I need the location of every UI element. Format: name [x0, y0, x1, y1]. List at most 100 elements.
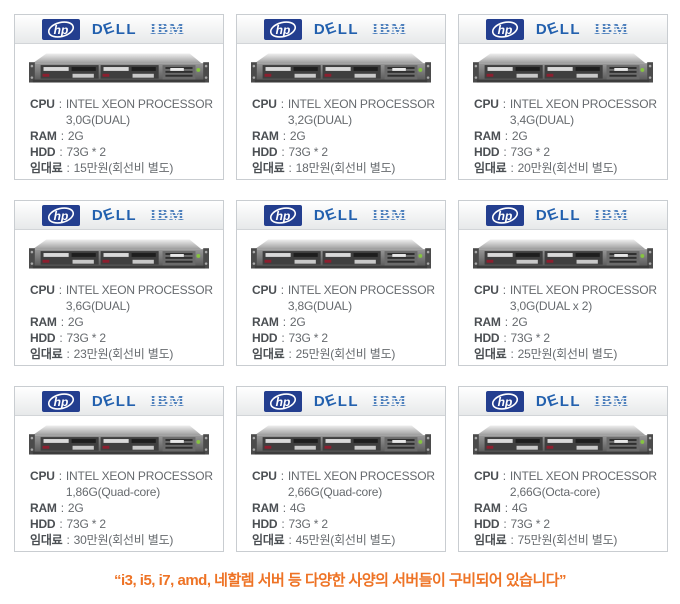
dell-letter: D — [535, 20, 549, 38]
rent-label: 임대료 — [30, 533, 63, 547]
separator: : — [58, 283, 62, 297]
rent-label: 임대료 — [474, 347, 507, 361]
ram-value: 4G — [511, 501, 528, 515]
separator: : — [502, 283, 506, 297]
separator: : — [503, 517, 507, 531]
ibm-logo-text: IBM — [372, 393, 407, 409]
brand-bar: hp DELL IBM — [237, 15, 445, 44]
cpu-value-line1: INTEL XEON PROCESSOR — [65, 469, 213, 483]
separator: : — [59, 145, 63, 159]
hdd-label: HDD — [252, 517, 278, 531]
ram-label: RAM — [252, 501, 279, 515]
server-card: hp DELL IBM CPU : INTEL XEON PROCESSOR — [236, 200, 446, 366]
ram-value: 4G — [289, 501, 306, 515]
server-image — [15, 236, 223, 272]
cpu-label: CPU — [30, 97, 55, 111]
dell-letter: L — [348, 206, 360, 224]
spec-hdd: HDD : 73G * 2 — [474, 516, 663, 532]
ibm-logo-text: IBM — [594, 207, 629, 223]
spec-rent: 임대료 : 45만원(회선비 별도) — [252, 532, 441, 548]
server-card: hp DELL IBM CPU : INTEL XEON PROCESSOR — [14, 14, 224, 180]
ram-value: 2G — [511, 315, 528, 329]
server-image — [15, 50, 223, 86]
dell-letter: L — [115, 206, 127, 224]
ram-label: RAM — [252, 129, 279, 143]
hdd-label: HDD — [30, 145, 56, 159]
cpu-value: INTEL XEON PROCESSOR 3,0G(DUAL) — [66, 96, 213, 128]
hp-logo-icon: hp — [486, 18, 524, 40]
card-body: CPU : INTEL XEON PROCESSOR 2,66G(Octa-co… — [459, 416, 667, 548]
brand-bar: hp DELL IBM — [459, 201, 667, 230]
cpu-value-line1: INTEL XEON PROCESSOR — [287, 469, 435, 483]
dell-letter: D — [535, 206, 549, 224]
card-body: CPU : INTEL XEON PROCESSOR 1,86G(Quad-co… — [15, 416, 223, 548]
server-card: hp DELL IBM CPU : INTEL XEON PROCESSOR — [458, 14, 668, 180]
dell-letter: L — [115, 392, 127, 410]
spec-ram: RAM : 2G — [30, 128, 219, 144]
cpu-value-line2: 3,2G(DUAL) — [287, 113, 352, 127]
cpu-value-line2: 2,66G(Octa-core) — [509, 485, 601, 499]
separator: : — [288, 533, 292, 547]
separator: : — [280, 97, 284, 111]
cpu-label: CPU — [252, 469, 277, 483]
cpu-value: INTEL XEON PROCESSOR 2,66G(Octa-core) — [510, 468, 657, 500]
cpu-value-line1: INTEL XEON PROCESSOR — [509, 283, 657, 297]
spec-cpu: CPU : INTEL XEON PROCESSOR 2,66G(Octa-co… — [474, 468, 663, 500]
dell-letter: L — [337, 392, 349, 410]
spec-rent: 임대료 : 25만원(회선비 별도) — [474, 346, 663, 362]
hp-logo-text: hp — [54, 209, 69, 223]
separator: : — [281, 145, 285, 159]
spec-cpu: CPU : INTEL XEON PROCESSOR 3,0G(DUAL) — [30, 96, 219, 128]
ibm-logo-icon: IBM — [371, 21, 415, 37]
separator: : — [59, 517, 63, 531]
hdd-label: HDD — [30, 517, 56, 531]
separator: : — [280, 469, 284, 483]
hdd-value: 73G * 2 — [66, 145, 106, 159]
cpu-value-line1: INTEL XEON PROCESSOR — [65, 97, 213, 111]
brand-bar: hp DELL IBM — [237, 387, 445, 416]
dell-letter: D — [313, 20, 327, 38]
separator: : — [60, 315, 64, 329]
dell-letter: L — [337, 206, 349, 224]
cpu-value: INTEL XEON PROCESSOR 3,4G(DUAL) — [510, 96, 657, 128]
dell-letter: L — [337, 20, 349, 38]
dell-letter: L — [570, 20, 582, 38]
ibm-logo-text: IBM — [372, 207, 407, 223]
rent-value: 25만원(회선비 별도) — [295, 347, 396, 361]
dell-letter: D — [91, 20, 105, 38]
spec-cpu: CPU : INTEL XEON PROCESSOR 3,8G(DUAL) — [252, 282, 441, 314]
server-image — [459, 422, 667, 458]
ibm-logo-icon: IBM — [149, 207, 193, 223]
ram-label: RAM — [30, 315, 57, 329]
dell-logo-icon: DELL — [91, 204, 137, 224]
hdd-value: 73G * 2 — [510, 517, 550, 531]
cpu-value-line1: INTEL XEON PROCESSOR — [509, 97, 657, 111]
rent-value: 45만원(회선비 별도) — [295, 533, 396, 547]
card-body: CPU : INTEL XEON PROCESSOR 3,2G(DUAL) RA… — [237, 44, 445, 176]
hp-logo-text: hp — [54, 23, 69, 37]
hdd-value: 73G * 2 — [288, 517, 328, 531]
cpu-value: INTEL XEON PROCESSOR 1,86G(Quad-core) — [66, 468, 213, 500]
hdd-label: HDD — [474, 145, 500, 159]
separator: : — [282, 315, 286, 329]
cpu-value: INTEL XEON PROCESSOR 3,8G(DUAL) — [288, 282, 435, 314]
hp-logo-icon: hp — [42, 204, 80, 226]
separator: : — [282, 501, 286, 515]
hdd-value: 73G * 2 — [66, 517, 106, 531]
card-body: CPU : INTEL XEON PROCESSOR 3,0G(DUAL x 2… — [459, 230, 667, 362]
dell-letter: D — [91, 206, 105, 224]
rent-label: 임대료 — [474, 161, 507, 175]
separator: : — [281, 331, 285, 345]
brand-bar: hp DELL IBM — [237, 201, 445, 230]
brand-bar: hp DELL IBM — [15, 15, 223, 44]
hdd-value: 73G * 2 — [510, 145, 550, 159]
server-image — [237, 236, 445, 272]
spec-ram: RAM : 2G — [252, 314, 441, 330]
server-card: hp DELL IBM CPU : INTEL XEON PROCESSOR — [236, 14, 446, 180]
spec-list: CPU : INTEL XEON PROCESSOR 3,4G(DUAL) RA… — [474, 96, 663, 176]
card-body: CPU : INTEL XEON PROCESSOR 3,4G(DUAL) RA… — [459, 44, 667, 176]
cpu-value-line2: 3,0G(DUAL x 2) — [509, 299, 593, 313]
card-body: CPU : INTEL XEON PROCESSOR 3,8G(DUAL) RA… — [237, 230, 445, 362]
rent-label: 임대료 — [252, 161, 285, 175]
ibm-logo-text: IBM — [150, 393, 185, 409]
